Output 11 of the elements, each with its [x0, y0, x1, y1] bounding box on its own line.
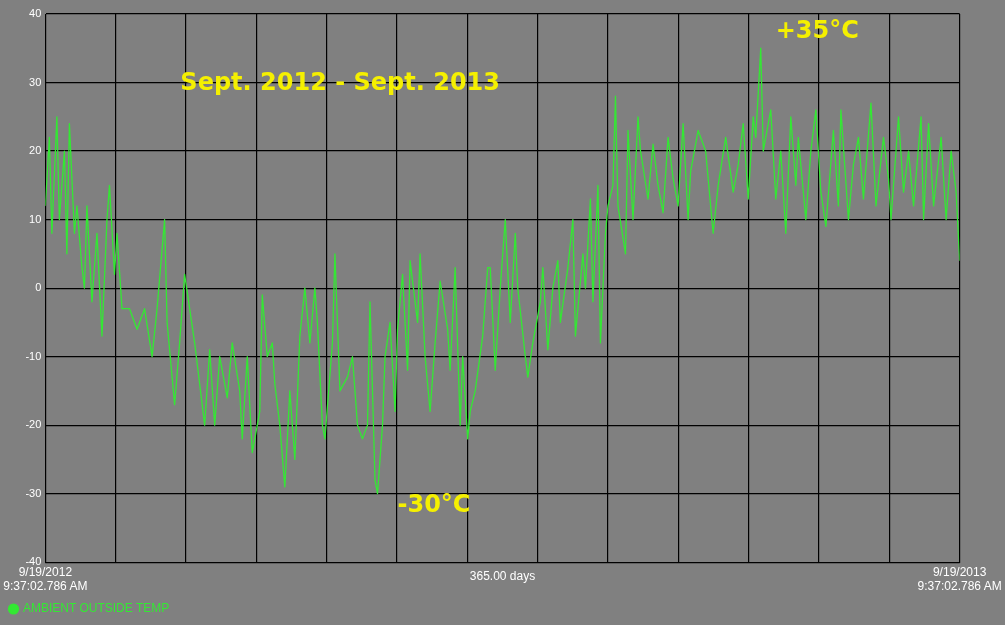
legend-label: AMBIENT OUTSIDE TEMP [23, 601, 170, 616]
y-tick-label: -20 [25, 418, 42, 431]
x-axis-title: 365.00 days [469, 568, 536, 583]
y-tick-label: -30 [25, 486, 42, 499]
y-tick-label: 0 [35, 281, 42, 294]
y-tick-label: 10 [29, 212, 42, 225]
y-tick-label: 20 [29, 144, 42, 157]
y-tick-label: 40 [29, 7, 42, 20]
y-tick-label: -10 [25, 349, 42, 362]
y-tick-label: 30 [29, 75, 42, 88]
x-tick-label: 9/19/2013 9:37:02.786 AM [917, 564, 1002, 594]
